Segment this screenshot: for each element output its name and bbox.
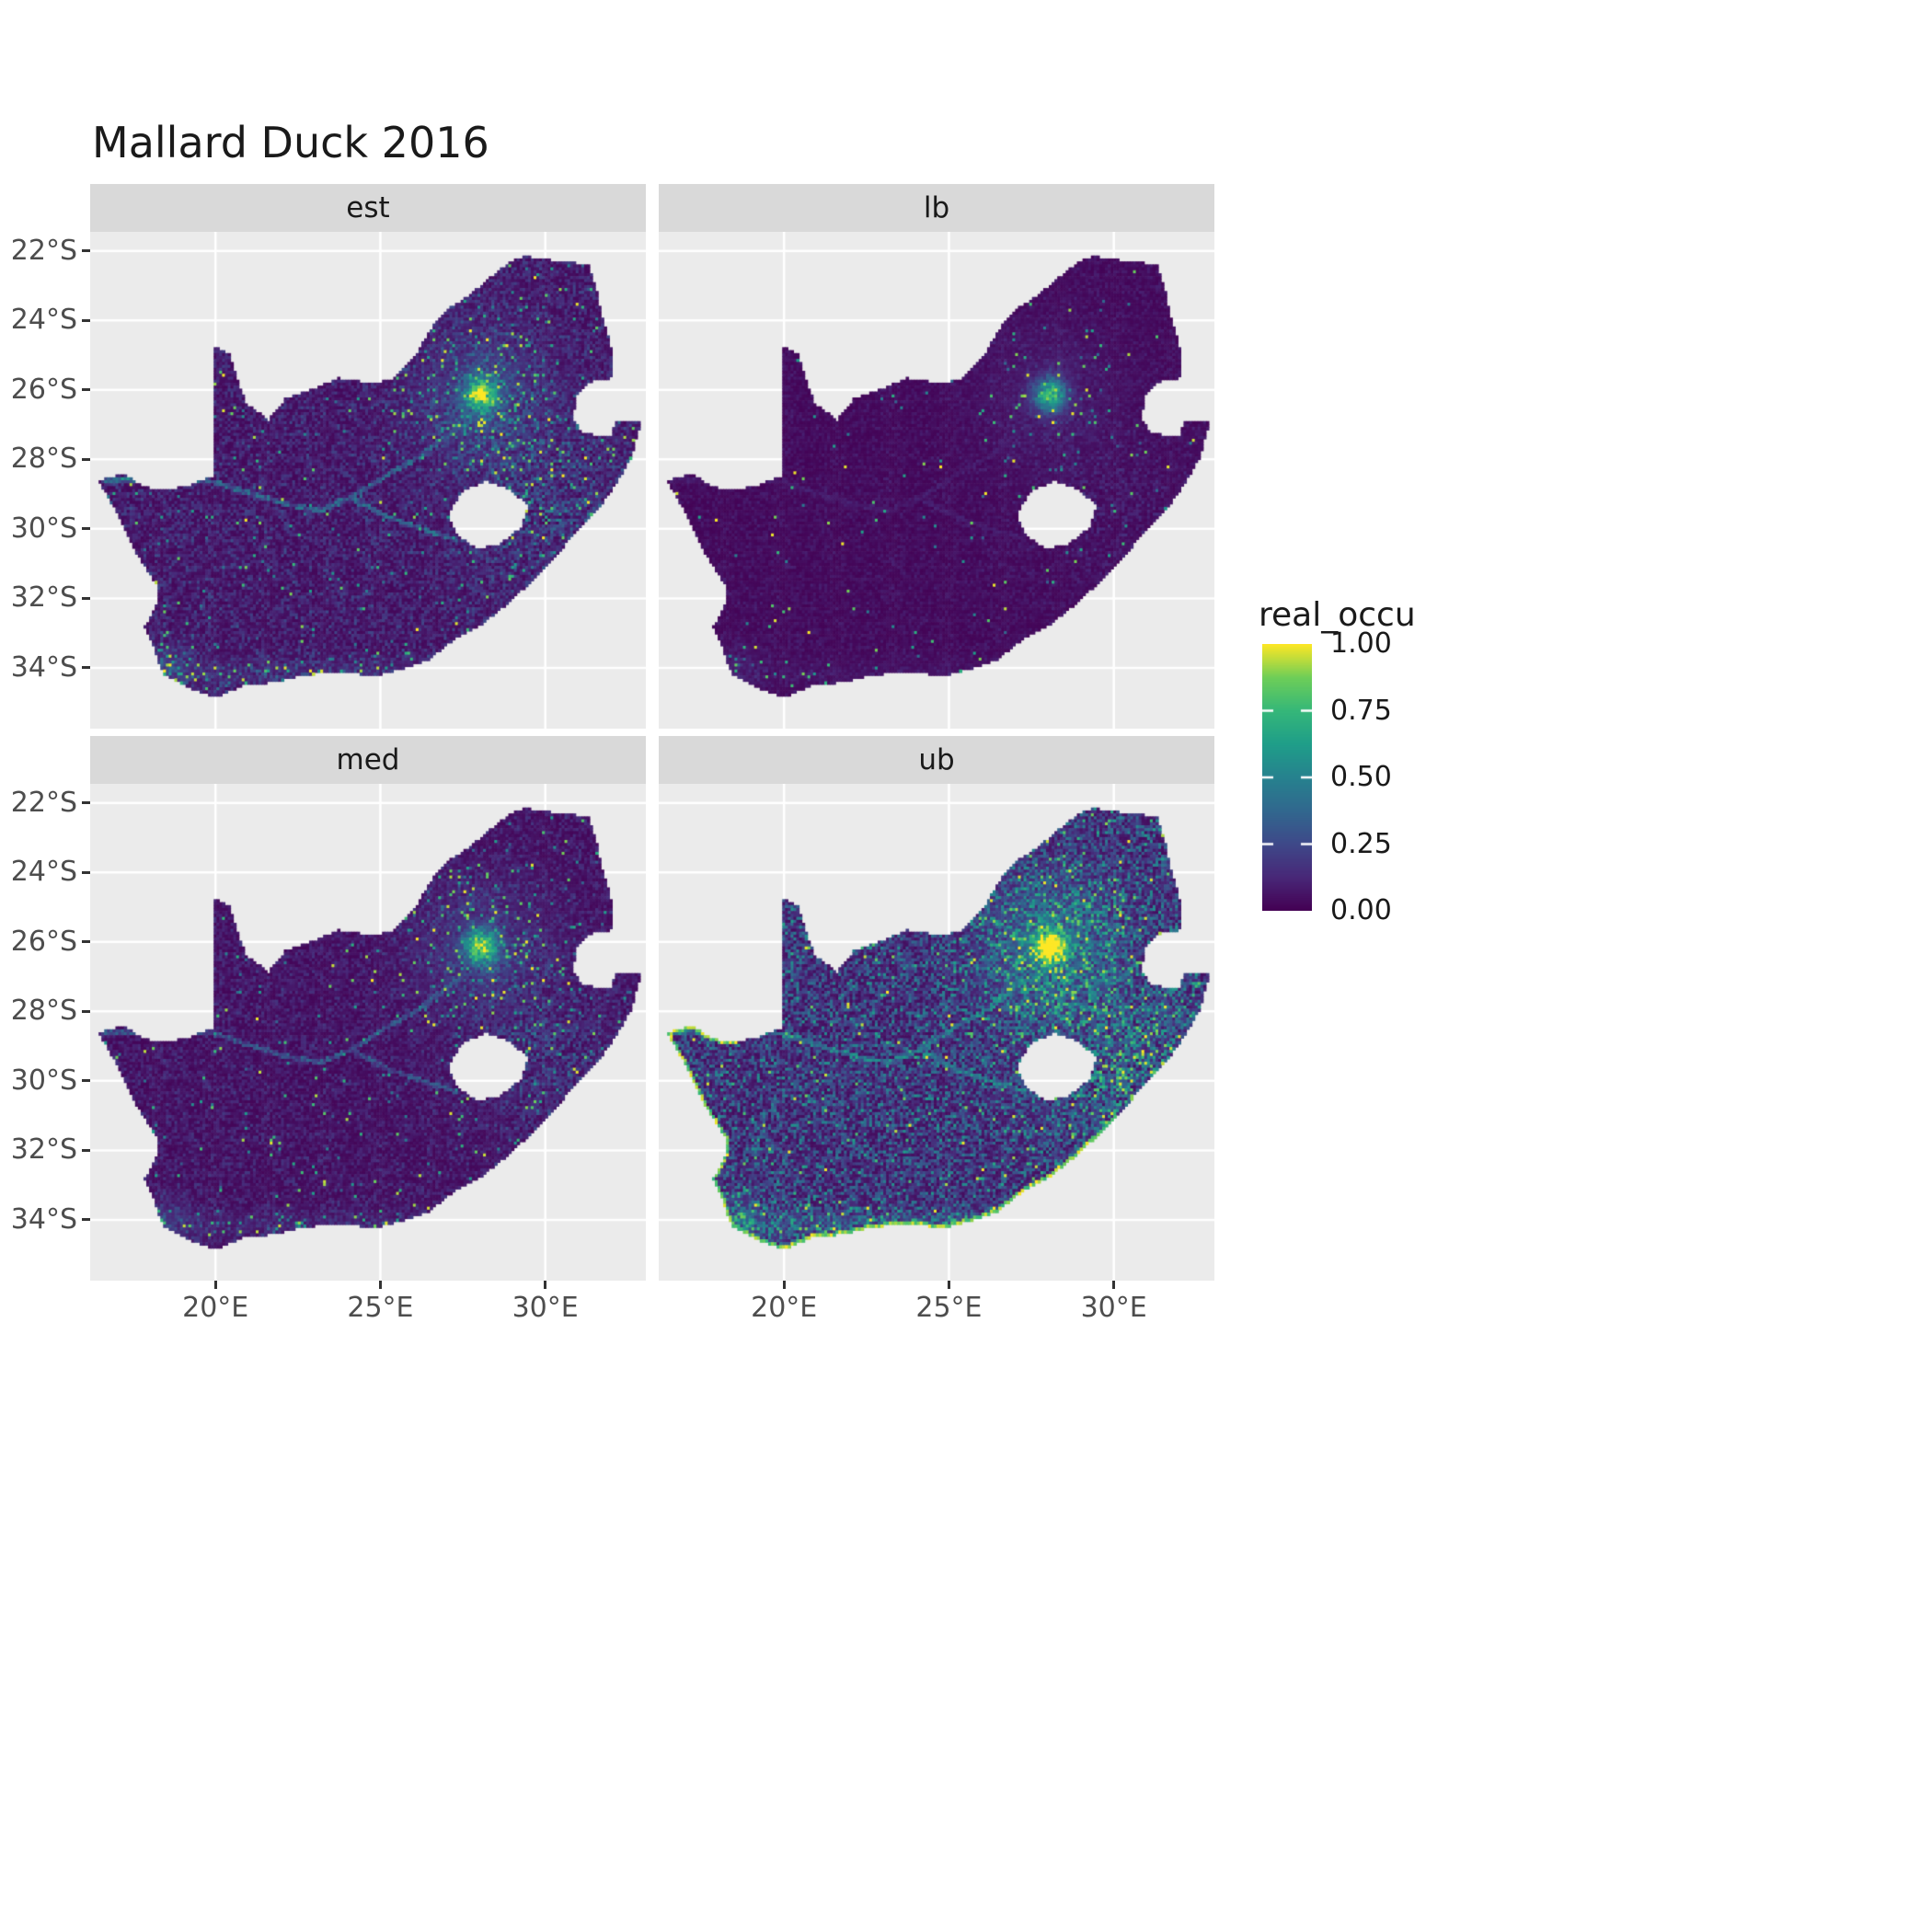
plot-title: Mallard Duck 2016: [92, 118, 489, 167]
y-axis-tick: [82, 1079, 90, 1083]
legend-tick-label: 1.00: [1330, 627, 1392, 660]
y-axis-tick: [82, 870, 90, 874]
facet-strip-label-med: med: [336, 743, 400, 776]
facet-strip-lb: lb: [659, 184, 1214, 232]
y-axis-tick: [82, 527, 90, 531]
y-axis-tick: [82, 940, 90, 944]
x-axis-tick: [213, 1281, 217, 1289]
facet-strip-label-est: est: [346, 191, 390, 224]
legend-tick-label: 0.75: [1330, 694, 1392, 727]
facet-strip-med: med: [90, 736, 646, 784]
x-axis-tick: [782, 1281, 786, 1289]
y-axis-label: 22°S: [10, 234, 77, 267]
y-axis-label: 28°S: [10, 443, 77, 476]
map-panel-med: [90, 784, 646, 1281]
y-axis-label: 32°S: [10, 581, 77, 615]
y-axis-label: 34°S: [10, 1202, 77, 1236]
legend-colorbar: [1262, 644, 1312, 911]
facet-strip-label-ub: ub: [918, 743, 955, 776]
y-axis-label: 30°S: [10, 512, 77, 545]
map-panel-lb: [659, 232, 1214, 729]
facet-strip-label-lb: lb: [923, 191, 950, 224]
x-axis-tick: [947, 1281, 950, 1289]
legend-title: real_occu: [1259, 596, 1416, 634]
y-axis-tick: [82, 1009, 90, 1013]
facet-med: med: [90, 736, 646, 1281]
y-axis-label: 30°S: [10, 1064, 77, 1097]
x-axis-tick: [378, 1281, 382, 1289]
legend-tick-label: 0.00: [1330, 894, 1392, 926]
facet-est: est: [90, 184, 646, 729]
x-axis-label: 25°E: [347, 1292, 414, 1324]
map-panel-ub: [659, 784, 1214, 1281]
y-axis-tick: [82, 666, 90, 670]
x-axis-label: 20°E: [182, 1292, 249, 1324]
y-axis-tick: [82, 388, 90, 392]
facet-strip-est: est: [90, 184, 646, 232]
y-axis-tick: [82, 249, 90, 253]
facet-ub: ub: [659, 736, 1214, 1281]
y-axis-tick: [82, 596, 90, 600]
facet-strip-ub: ub: [659, 736, 1214, 784]
x-axis-label: 20°E: [751, 1292, 818, 1324]
x-axis-label: 30°E: [1080, 1292, 1147, 1324]
y-axis-tick: [82, 457, 90, 461]
x-axis-label: 25°E: [915, 1292, 983, 1324]
y-axis-label: 24°S: [10, 856, 77, 889]
y-axis-label: 32°S: [10, 1133, 77, 1167]
facet-lb: lb: [659, 184, 1214, 729]
y-axis-label: 26°S: [10, 925, 77, 958]
y-axis-label: 34°S: [10, 650, 77, 684]
y-axis-label: 26°S: [10, 373, 77, 406]
y-axis-label: 28°S: [10, 995, 77, 1028]
x-axis-label: 30°E: [512, 1292, 579, 1324]
y-axis-label: 24°S: [10, 304, 77, 337]
y-axis-label: 22°S: [10, 786, 77, 819]
y-axis-tick: [82, 1218, 90, 1222]
x-axis-tick: [544, 1281, 547, 1289]
y-axis-tick: [82, 318, 90, 322]
map-panel-est: [90, 232, 646, 729]
y-axis-tick: [82, 1148, 90, 1152]
y-axis-tick: [82, 801, 90, 805]
legend-tick-label: 0.25: [1330, 827, 1392, 860]
legend-tick-label: 0.50: [1330, 761, 1392, 793]
x-axis-tick: [1112, 1281, 1116, 1289]
